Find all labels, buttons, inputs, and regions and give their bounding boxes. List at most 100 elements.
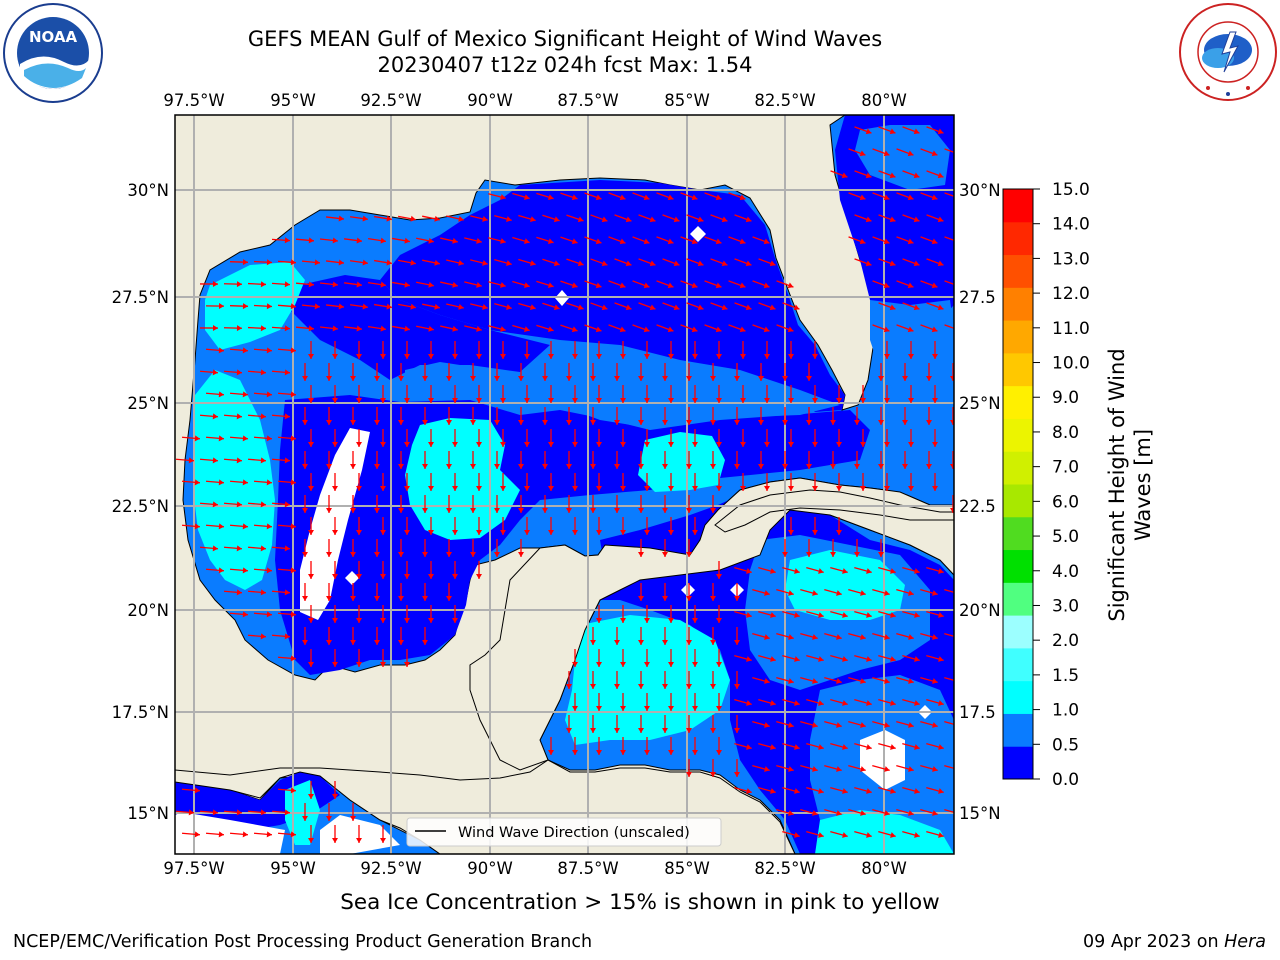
wave-arrow-head xyxy=(860,722,866,728)
wave-arrow-head xyxy=(938,568,944,574)
colorbar-bin xyxy=(1003,254,1033,288)
wave-arrow-head xyxy=(908,590,914,596)
wave-arrow-head xyxy=(350,508,356,513)
wave-arrow-head xyxy=(308,281,314,288)
wave-arrow-head xyxy=(620,442,626,447)
wave-arrow-head xyxy=(836,810,842,816)
wave-arrow-head xyxy=(212,809,218,816)
wave-arrow-head xyxy=(938,612,944,618)
wave-arrow-head xyxy=(715,282,722,289)
wave-arrow-head xyxy=(764,486,770,491)
colorbar-bin xyxy=(1003,549,1033,583)
date-line: 09 Apr 2023 on Hera xyxy=(1083,932,1266,952)
wave-arrow-head xyxy=(326,420,332,425)
wave-arrow-head xyxy=(931,238,938,245)
wave-arrow-head xyxy=(662,508,668,513)
wave-arrow-head xyxy=(332,398,338,403)
wave-arrow-head xyxy=(686,464,692,469)
colorbar-tick-label: 1.5 xyxy=(1052,666,1079,686)
wave-arrow-head xyxy=(290,259,296,266)
wave-arrow-head xyxy=(596,618,602,623)
wave-arrow-head xyxy=(577,260,584,267)
lat-tick: 15°N xyxy=(959,804,1001,823)
wave-arrow-head xyxy=(830,552,836,557)
wave-arrow-head xyxy=(242,391,248,398)
wave-arrow-head xyxy=(788,634,794,640)
wave-arrow-head xyxy=(764,722,770,728)
wave-arrow-head xyxy=(350,376,356,381)
wave-arrow-head xyxy=(446,596,452,601)
wave-arrow-head xyxy=(938,700,944,706)
wave-arrow-head xyxy=(812,398,818,403)
wave-arrow-head xyxy=(842,612,848,618)
wave-arrow-head xyxy=(470,420,476,425)
wave-arrow-head xyxy=(338,303,344,310)
colorbar-tick-label: 11.0 xyxy=(1052,319,1090,339)
wave-arrow-head xyxy=(889,304,896,311)
colorbar-bin xyxy=(1003,484,1033,518)
wave-arrow-head xyxy=(812,486,818,491)
wave-arrow-head xyxy=(260,809,266,816)
lon-tick: 82.5°W xyxy=(754,859,815,878)
wave-arrow-head xyxy=(302,420,308,425)
wave-arrow-head xyxy=(883,194,890,201)
wave-arrow-head xyxy=(619,194,626,201)
wave-arrow-head xyxy=(710,508,716,513)
wave-arrow-head xyxy=(356,325,362,332)
wave-arrow-head xyxy=(374,376,380,381)
wave-arrow-head xyxy=(242,303,248,310)
wave-arrow-head xyxy=(818,832,824,838)
wave-arrow-head xyxy=(194,479,200,486)
wave-arrow-head xyxy=(452,354,458,359)
wave-arrow-head xyxy=(818,744,824,750)
wave-arrow-head xyxy=(518,464,524,469)
wave-arrow-head xyxy=(649,304,656,311)
wave-arrow-head xyxy=(932,398,938,403)
wave-arrow-head xyxy=(260,633,266,640)
wave-arrow-head xyxy=(860,398,866,403)
colorbar-tick-label: 3.0 xyxy=(1052,596,1079,616)
wave-arrow-head xyxy=(284,809,290,816)
wave-arrow-head xyxy=(404,237,410,244)
wave-arrow-head xyxy=(404,442,410,447)
wave-arrow-head xyxy=(428,398,434,403)
wave-arrow-head xyxy=(452,530,458,535)
lat-tick: 25°N xyxy=(959,394,1001,413)
wave-arrow-head xyxy=(883,326,890,333)
wave-arrow-head xyxy=(782,420,788,425)
lat-tick: 15°N xyxy=(127,804,169,823)
wave-arrow-head xyxy=(866,568,872,574)
wave-arrow-head xyxy=(770,612,776,618)
wave-arrow-head xyxy=(620,486,626,491)
wave-arrow-head xyxy=(836,678,842,684)
wave-arrow-head xyxy=(404,354,410,359)
wave-arrow-shaft xyxy=(944,589,954,593)
colorbar-label-line1: Significant Height of Wind xyxy=(1105,348,1129,621)
wave-arrow-head xyxy=(518,420,524,425)
wave-arrow-head xyxy=(841,172,848,179)
wave-arrow-head xyxy=(596,750,602,755)
wave-arrow-head xyxy=(506,304,512,310)
wave-arrow-head xyxy=(878,464,884,469)
wave-arrow-head xyxy=(788,398,794,403)
wave-arrow-head xyxy=(769,260,776,267)
wave-arrow-head xyxy=(932,634,938,640)
wave-arrow-head xyxy=(758,376,764,381)
wave-arrow-head xyxy=(404,398,410,403)
wave-arrow-head xyxy=(524,326,530,332)
wave-arrow-head xyxy=(950,420,954,425)
wave-arrow-head xyxy=(794,744,800,750)
wave-arrow-head xyxy=(691,282,698,289)
wave-arrow-head xyxy=(662,376,668,381)
wave-arrow-head xyxy=(794,612,800,618)
wave-arrow-head xyxy=(938,656,944,662)
wave-arrow-head xyxy=(890,612,896,618)
wave-arrow-head xyxy=(668,398,674,403)
wave-arrow-head xyxy=(212,325,218,332)
wave-arrow-head xyxy=(596,662,602,667)
wave-arrow-head xyxy=(692,662,698,667)
wave-arrow-head xyxy=(595,194,602,201)
wave-arrow-head xyxy=(721,304,728,311)
wave-arrow-head xyxy=(812,766,818,772)
wave-arrow-head xyxy=(356,237,362,244)
